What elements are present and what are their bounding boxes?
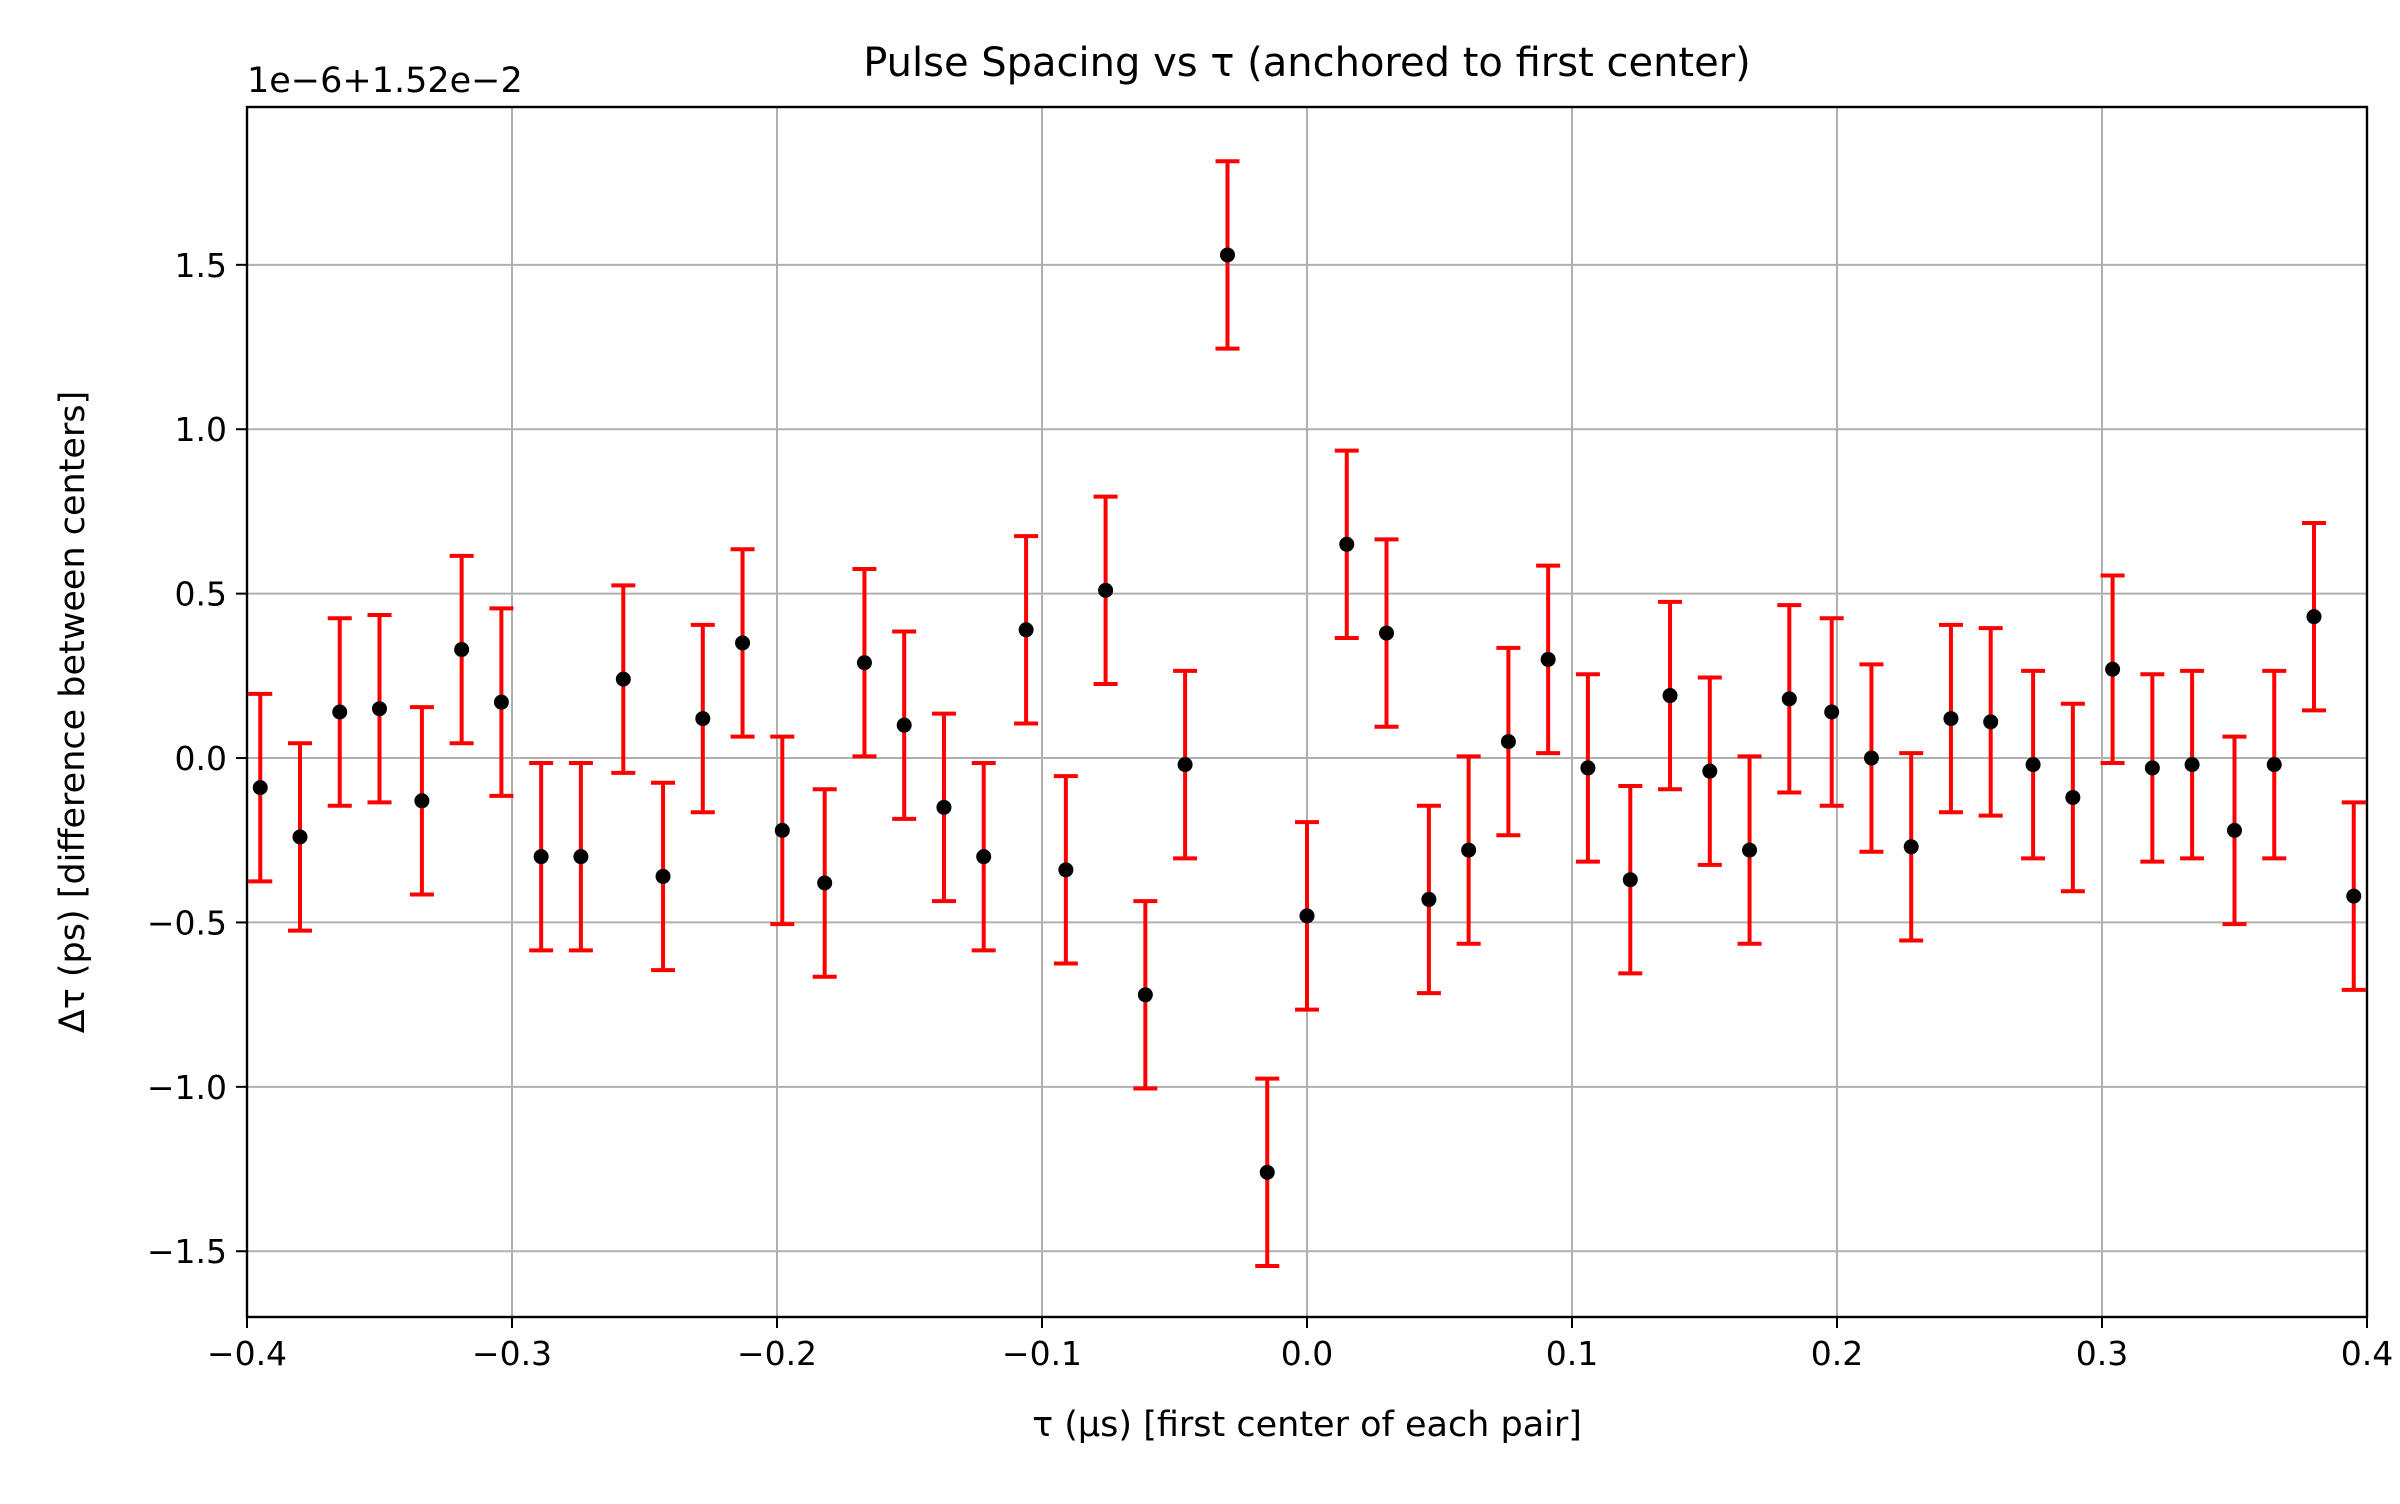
data-point bbox=[332, 704, 348, 720]
data-point bbox=[1098, 582, 1114, 598]
data-point bbox=[292, 829, 308, 845]
data-point bbox=[533, 849, 549, 865]
data-point bbox=[2065, 789, 2081, 805]
data-point bbox=[372, 701, 387, 717]
data-point bbox=[1903, 839, 1919, 855]
y-tick-label: 1.5 bbox=[175, 246, 227, 285]
x-axis-label: τ (μs) [first center of each pair] bbox=[1032, 1405, 1582, 1445]
data-point bbox=[252, 780, 268, 796]
data-point bbox=[936, 799, 952, 815]
data-point bbox=[1580, 760, 1596, 776]
data-point bbox=[817, 875, 833, 891]
data-point bbox=[735, 635, 751, 651]
y-tick-label: −0.5 bbox=[147, 903, 227, 942]
data-point bbox=[1622, 872, 1638, 888]
x-tick-label: 0.0 bbox=[1281, 1334, 1333, 1373]
data-point bbox=[1863, 750, 1879, 766]
data-point bbox=[1461, 842, 1477, 858]
data-point bbox=[655, 868, 671, 884]
data-point bbox=[1018, 622, 1034, 638]
data-point bbox=[1742, 842, 1758, 858]
data-point bbox=[1500, 734, 1516, 750]
x-tick-label: 0.3 bbox=[2076, 1334, 2128, 1373]
x-tick-label: 0.4 bbox=[2341, 1334, 2393, 1373]
data-point bbox=[1540, 651, 1556, 667]
data-point bbox=[414, 793, 430, 809]
data-point bbox=[774, 822, 790, 838]
data-point bbox=[454, 642, 470, 658]
data-point bbox=[856, 655, 872, 671]
data-point bbox=[1177, 757, 1193, 773]
data-point bbox=[2266, 757, 2282, 773]
data-point bbox=[1137, 987, 1153, 1003]
data-point bbox=[976, 849, 992, 865]
y-tick-label: −1.0 bbox=[147, 1068, 227, 1107]
data-point bbox=[615, 671, 631, 687]
data-point bbox=[1781, 691, 1797, 707]
y-offset-text: 1e−6+1.52e−2 bbox=[247, 61, 523, 101]
x-tick-label: −0.4 bbox=[207, 1334, 287, 1373]
data-point bbox=[493, 694, 509, 710]
data-point bbox=[1983, 714, 1999, 730]
data-point bbox=[2306, 609, 2322, 625]
y-tick-label: −1.5 bbox=[147, 1232, 227, 1271]
x-tick-label: −0.1 bbox=[1002, 1334, 1082, 1373]
data-point bbox=[1339, 536, 1355, 552]
x-tick-label: 0.2 bbox=[1811, 1334, 1863, 1373]
data-point bbox=[1299, 908, 1315, 924]
data-point bbox=[1259, 1164, 1275, 1180]
data-point bbox=[2105, 661, 2121, 677]
data-point bbox=[2144, 760, 2160, 776]
data-point bbox=[1379, 625, 1394, 641]
y-axis-label: Δτ (ps) [difference between centers] bbox=[53, 391, 93, 1033]
x-tick-label: −0.2 bbox=[737, 1334, 817, 1373]
data-point bbox=[1421, 891, 1437, 907]
data-point bbox=[2227, 822, 2242, 838]
data-point bbox=[2346, 888, 2362, 904]
chart-title: Pulse Spacing vs τ (anchored to first ce… bbox=[863, 40, 1751, 86]
data-point bbox=[1662, 688, 1678, 704]
data-point bbox=[896, 717, 912, 733]
y-tick-label: 0.5 bbox=[175, 575, 227, 614]
data-point bbox=[573, 849, 589, 865]
x-tick-label: 0.1 bbox=[1546, 1334, 1598, 1373]
data-point bbox=[2184, 757, 2200, 773]
y-tick-label: 0.0 bbox=[175, 739, 227, 778]
x-tick-label: −0.3 bbox=[472, 1334, 552, 1373]
data-point bbox=[2025, 757, 2041, 773]
y-tick-label: 1.0 bbox=[175, 410, 227, 449]
data-point bbox=[1943, 711, 1959, 727]
data-point bbox=[1058, 862, 1074, 878]
data-point bbox=[1824, 704, 1840, 720]
data-point bbox=[695, 711, 711, 727]
data-point bbox=[1702, 763, 1718, 779]
data-point bbox=[1220, 247, 1235, 263]
